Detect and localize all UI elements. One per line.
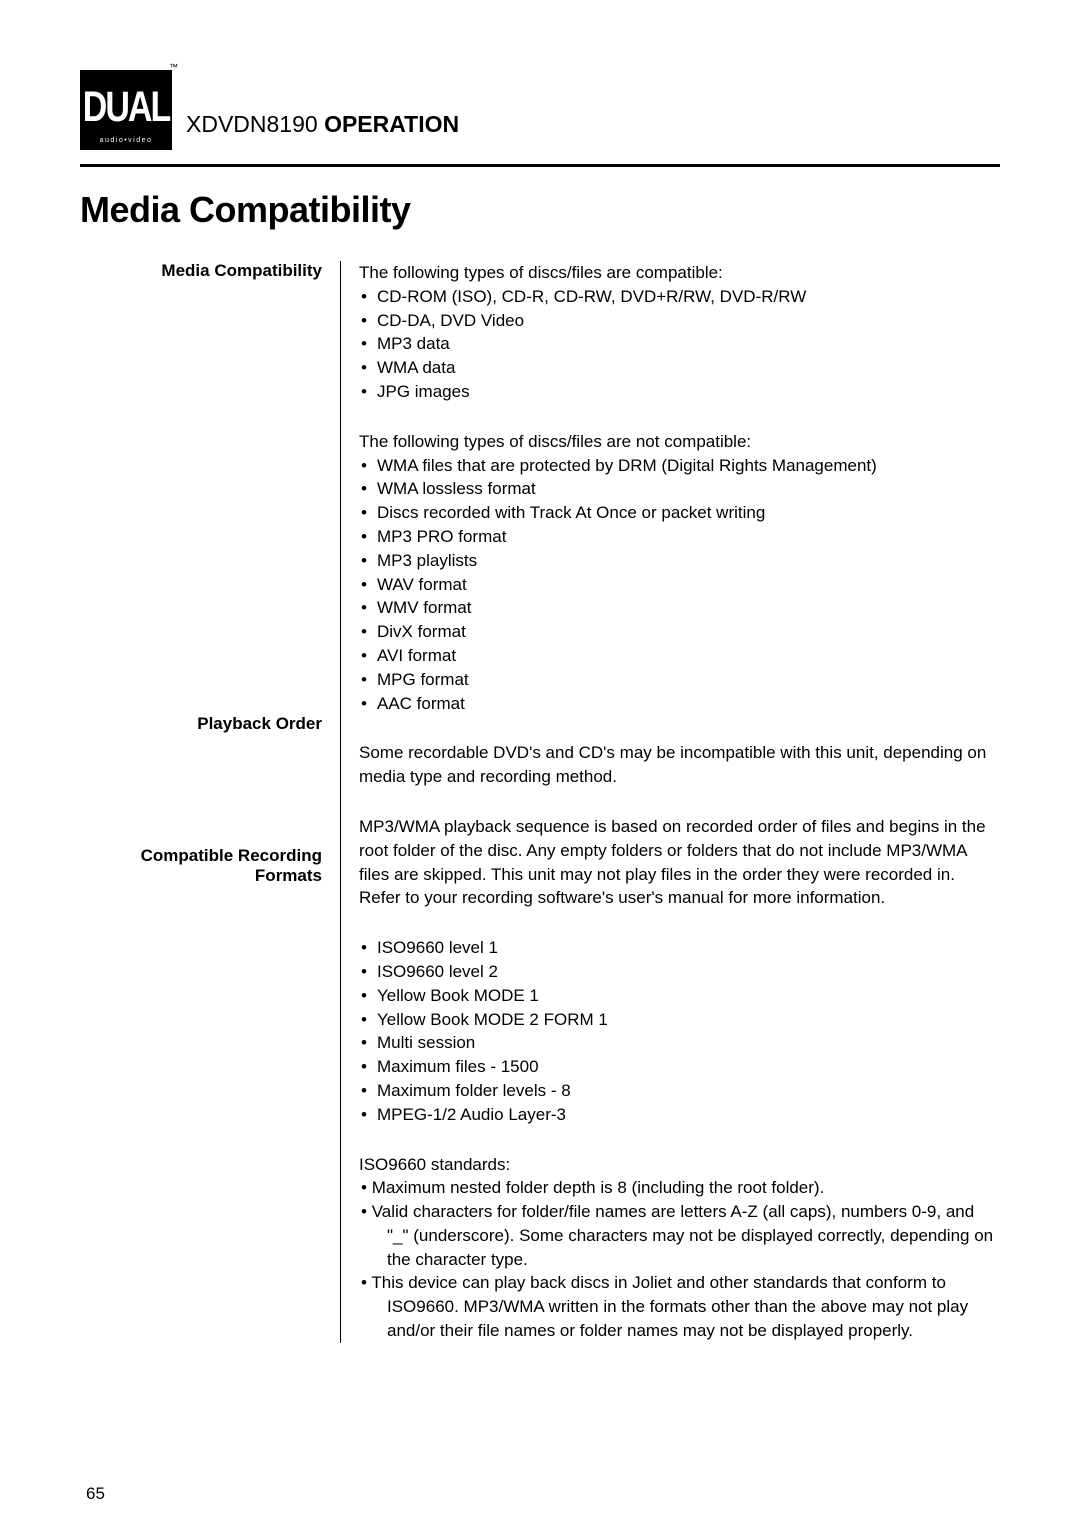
list-item: Multi session [359, 1031, 1000, 1055]
list-item: MPEG-1/2 Audio Layer-3 [359, 1103, 1000, 1127]
list-item: JPG images [359, 380, 1000, 404]
list-item: MPG format [359, 668, 1000, 692]
list-item: Maximum nested folder depth is 8 (includ… [359, 1176, 1000, 1200]
header-rule [80, 164, 1000, 167]
logo-sub-text: audio•video [100, 137, 153, 144]
page-title: Media Compatibility [80, 189, 1000, 231]
right-content-column: The following types of discs/files are c… [341, 261, 1000, 1343]
trademark-symbol: ™ [169, 62, 178, 72]
list-item: DivX format [359, 620, 1000, 644]
left-labels-column: Media Compatibility Playback Order Compa… [80, 261, 340, 1343]
list-item: ISO9660 level 2 [359, 960, 1000, 984]
iso-heading: ISO9660 standards: [359, 1153, 1000, 1177]
list-item: AVI format [359, 644, 1000, 668]
list-item: CD-ROM (ISO), CD-R, CD-RW, DVD+R/RW, DVD… [359, 285, 1000, 309]
playback-text: MP3/WMA playback sequence is based on re… [359, 815, 1000, 910]
label-playback-order: Playback Order [80, 714, 322, 734]
list-item: WAV format [359, 573, 1000, 597]
list-item: Yellow Book MODE 2 FORM 1 [359, 1008, 1000, 1032]
logo-main-text: DUAL [83, 86, 169, 129]
list-item: MP3 playlists [359, 549, 1000, 573]
label-media-compatibility: Media Compatibility [80, 261, 322, 281]
list-item: Yellow Book MODE 1 [359, 984, 1000, 1008]
brand-logo: ™ DUAL audio•video [80, 70, 172, 150]
list-item: Maximum folder levels - 8 [359, 1079, 1000, 1103]
list-item: WMA files that are protected by DRM (Dig… [359, 454, 1000, 478]
not-compatible-block: The following types of discs/files are n… [359, 430, 1000, 716]
media-note: Some recordable DVD's and CD's may be in… [359, 741, 1000, 789]
not-compatible-list: WMA files that are protected by DRM (Dig… [359, 454, 1000, 716]
list-item: WMA lossless format [359, 477, 1000, 501]
page-number: 65 [86, 1484, 105, 1504]
compatible-intro: The following types of discs/files are c… [359, 261, 1000, 285]
formats-block: ISO9660 level 1 ISO9660 level 2 Yellow B… [359, 936, 1000, 1126]
list-item: WMA data [359, 356, 1000, 380]
iso-block: ISO9660 standards: Maximum nested folder… [359, 1153, 1000, 1343]
list-item: Discs recorded with Track At Once or pac… [359, 501, 1000, 525]
label-recording-formats: Compatible Recording Formats [80, 846, 322, 886]
list-item: MP3 data [359, 332, 1000, 356]
list-item: WMV format [359, 596, 1000, 620]
model-number: XDVDN8190 [186, 111, 318, 137]
list-item: ISO9660 level 1 [359, 936, 1000, 960]
header-operation-word: OPERATION [324, 111, 459, 137]
list-item: Maximum files - 1500 [359, 1055, 1000, 1079]
list-item: AAC format [359, 692, 1000, 716]
list-item: This device can play back discs in Jolie… [359, 1271, 1000, 1342]
header-title: XDVDN8190 OPERATION [186, 111, 459, 150]
list-item: CD-DA, DVD Video [359, 309, 1000, 333]
formats-list: ISO9660 level 1 ISO9660 level 2 Yellow B… [359, 936, 1000, 1126]
content-two-column: Media Compatibility Playback Order Compa… [80, 261, 1000, 1343]
list-item: Valid characters for folder/file names a… [359, 1200, 1000, 1271]
not-compatible-intro: The following types of discs/files are n… [359, 430, 1000, 454]
header: ™ DUAL audio•video XDVDN8190 OPERATION [80, 70, 1000, 150]
compatible-list: CD-ROM (ISO), CD-R, CD-RW, DVD+R/RW, DVD… [359, 285, 1000, 404]
list-item: MP3 PRO format [359, 525, 1000, 549]
compatible-block: The following types of discs/files are c… [359, 261, 1000, 404]
